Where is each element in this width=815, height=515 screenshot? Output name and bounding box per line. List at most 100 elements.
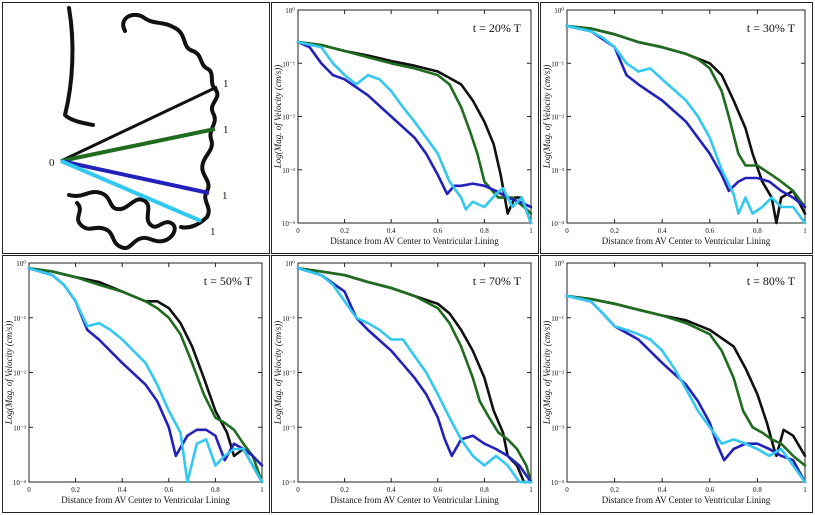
end-label-blue: 1 xyxy=(222,190,228,202)
x-tick-label: 0.4 xyxy=(658,227,667,235)
y-tick-label: 10⁰ xyxy=(16,260,26,268)
chart-title: t = 30% T xyxy=(747,21,796,35)
x-axis-label: Distance from AV Center to Ventricular L… xyxy=(330,236,499,246)
chart-title: t = 50% T xyxy=(204,274,253,288)
y-tick-label: 10⁰ xyxy=(285,260,295,268)
y-tick-label: 10⁻¹ xyxy=(551,60,564,68)
x-tick-label: 0.2 xyxy=(610,486,619,494)
series-line-2 xyxy=(565,24,807,209)
series-line-3 xyxy=(296,40,533,225)
y-tick-label: 10⁻¹ xyxy=(282,315,295,323)
series-line-3 xyxy=(296,267,533,484)
y-axis-label: Log(Mag. of Velocity (cm/s)) xyxy=(273,65,283,169)
chart-t20: 0 0.2 0.4 0.6 0.8 1 10⁰ 10⁻¹ 10⁻² 10⁻³ 10⁻⁴ t = 20%… xyxy=(273,7,533,246)
y-tick-label: 10⁻³ xyxy=(282,167,295,175)
ray-cyan xyxy=(60,159,202,223)
y-tick-label: 10⁻¹ xyxy=(551,315,564,323)
series-line-3 xyxy=(565,24,807,225)
x-tick-label: 0.8 xyxy=(753,227,762,235)
x-tick-label: 0.2 xyxy=(340,227,349,235)
y-tick-label: 10⁻⁴ xyxy=(13,479,27,487)
x-tick-label: 1 xyxy=(803,227,807,235)
y-tick-label: 10⁻¹ xyxy=(13,315,26,323)
y-tick-label: 10⁻³ xyxy=(13,424,26,432)
ventricle-wall-left xyxy=(63,6,95,127)
chart-t30: 0 0.2 0.4 0.6 0.8 1 10⁰ 10⁻¹ 10⁻² 10⁻³ 10⁻⁴ t = 30%… xyxy=(542,7,807,246)
y-axis-label: Log(Mag. of Velocity (cm/s)) xyxy=(542,65,552,169)
x-tick-label: 1 xyxy=(529,227,533,235)
y-axis-label: Log(Mag. of Velocity (cm/s)) xyxy=(542,321,552,425)
series-line-2 xyxy=(296,40,533,209)
x-tick-label: 0.8 xyxy=(753,486,762,494)
y-tick-label: 10⁻³ xyxy=(282,424,295,432)
chart-t70: 0 0.2 0.4 0.6 0.8 1 10⁰ 10⁻¹ 10⁻² 10⁻³ 10⁻⁴ t = 70%… xyxy=(273,260,533,505)
y-tick-label: 10⁻³ xyxy=(551,167,564,175)
x-tick-label: 0.2 xyxy=(340,486,349,494)
end-label-cyan: 1 xyxy=(210,226,216,238)
plot-frame xyxy=(28,262,263,483)
y-tick-label: 10⁻² xyxy=(282,114,295,122)
y-tick-label: 10⁻² xyxy=(13,370,26,378)
chart-panel-t80: 0 0.2 0.4 0.6 0.8 1 10⁰ 10⁻¹ 10⁻² 10⁻³ 10⁻⁴ t = 80%… xyxy=(540,255,813,513)
x-tick-label: 1 xyxy=(529,486,533,494)
x-tick-label: 0 xyxy=(296,227,300,235)
x-tick-label: 0.8 xyxy=(211,486,220,494)
x-tick-label: 0 xyxy=(27,486,31,494)
y-tick-label: 10⁰ xyxy=(554,7,564,15)
x-tick-label: 0 xyxy=(296,486,300,494)
ray-black xyxy=(60,85,218,163)
series-line-0 xyxy=(27,267,264,484)
x-tick-label: 0.4 xyxy=(658,486,667,494)
x-tick-label: 0.6 xyxy=(433,227,442,235)
chart-panel-t20: 0 0.2 0.4 0.6 0.8 1 10⁰ 10⁻¹ 10⁻² 10⁻³ 10⁻⁴ t = 20%… xyxy=(271,2,539,254)
series-line-1 xyxy=(27,267,264,484)
y-tick-label: 10⁻⁴ xyxy=(551,479,565,487)
x-tick-label: 0 xyxy=(565,227,569,235)
y-axis-label: Log(Mag. of Velocity (cm/s)) xyxy=(273,321,283,425)
x-axis-label: Distance from AV Center to Ventricular L… xyxy=(330,495,499,505)
chart-t50: 0 0.2 0.4 0.6 0.8 1 10⁰ 10⁻¹ 10⁻² 10⁻³ 10⁻⁴ t = 50%… xyxy=(4,260,264,505)
y-axis-label: Log(Mag. of Velocity (cm/s)) xyxy=(4,321,14,425)
x-tick-label: 0.4 xyxy=(387,486,396,494)
series-line-3 xyxy=(565,294,807,484)
end-label-black: 1 xyxy=(223,78,229,90)
series-line-1 xyxy=(565,24,807,209)
chart-title: t = 80% T xyxy=(747,274,796,288)
chart-panel-t30: 0 0.2 0.4 0.6 0.8 1 10⁰ 10⁻¹ 10⁻² 10⁻³ 10⁻⁴ t = 30%… xyxy=(540,2,813,254)
center-label: 0 xyxy=(49,157,55,169)
x-tick-label: 0.8 xyxy=(480,227,489,235)
chart-title: t = 70% T xyxy=(473,274,522,288)
x-tick-label: 0.4 xyxy=(118,486,127,494)
series-line-0 xyxy=(565,294,807,458)
series-line-1 xyxy=(296,267,533,484)
x-axis-label: Distance from AV Center to Ventricular L… xyxy=(602,236,771,246)
ray-green xyxy=(60,127,216,163)
x-tick-label: 1 xyxy=(260,486,264,494)
y-tick-label: 10⁰ xyxy=(554,260,564,268)
x-tick-label: 0.6 xyxy=(433,486,442,494)
x-tick-label: 0.8 xyxy=(480,486,489,494)
ray-blue xyxy=(60,159,210,195)
diagram-panel: 0 1 1 1 1 xyxy=(2,2,270,254)
y-tick-label: 10⁻⁴ xyxy=(551,220,565,228)
x-tick-label: 1 xyxy=(803,486,807,494)
x-tick-label: 0.2 xyxy=(71,486,80,494)
end-label-green: 1 xyxy=(223,124,229,136)
y-tick-label: 10⁻² xyxy=(551,114,564,122)
y-tick-label: 10⁻⁴ xyxy=(282,479,296,487)
chart-panel-t50: 0 0.2 0.4 0.6 0.8 1 10⁰ 10⁻¹ 10⁻² 10⁻³ 10⁻⁴ t = 50%… xyxy=(2,255,270,513)
y-tick-label: 10⁻² xyxy=(282,370,295,378)
series-line-1 xyxy=(296,40,533,215)
x-tick-label: 0.6 xyxy=(164,486,173,494)
x-tick-label: 0.6 xyxy=(705,227,714,235)
x-axis-label: Distance from AV Center to Ventricular L… xyxy=(61,495,230,505)
chart-t80: 0 0.2 0.4 0.6 0.8 1 10⁰ 10⁻¹ 10⁻² 10⁻³ 10⁻⁴ t = 80%… xyxy=(542,260,807,505)
y-tick-label: 10⁻² xyxy=(551,370,564,378)
x-axis-label: Distance from AV Center to Ventricular L… xyxy=(602,495,771,505)
y-tick-label: 10⁻¹ xyxy=(282,60,295,68)
chart-panel-t70: 0 0.2 0.4 0.6 0.8 1 10⁰ 10⁻¹ 10⁻² 10⁻³ 10⁻⁴ t = 70%… xyxy=(271,255,539,513)
ventricle-diagram: 0 1 1 1 1 xyxy=(49,6,229,250)
ventricle-wall-lower xyxy=(67,190,177,250)
x-tick-label: 0.2 xyxy=(610,227,619,235)
series-line-2 xyxy=(296,267,533,484)
